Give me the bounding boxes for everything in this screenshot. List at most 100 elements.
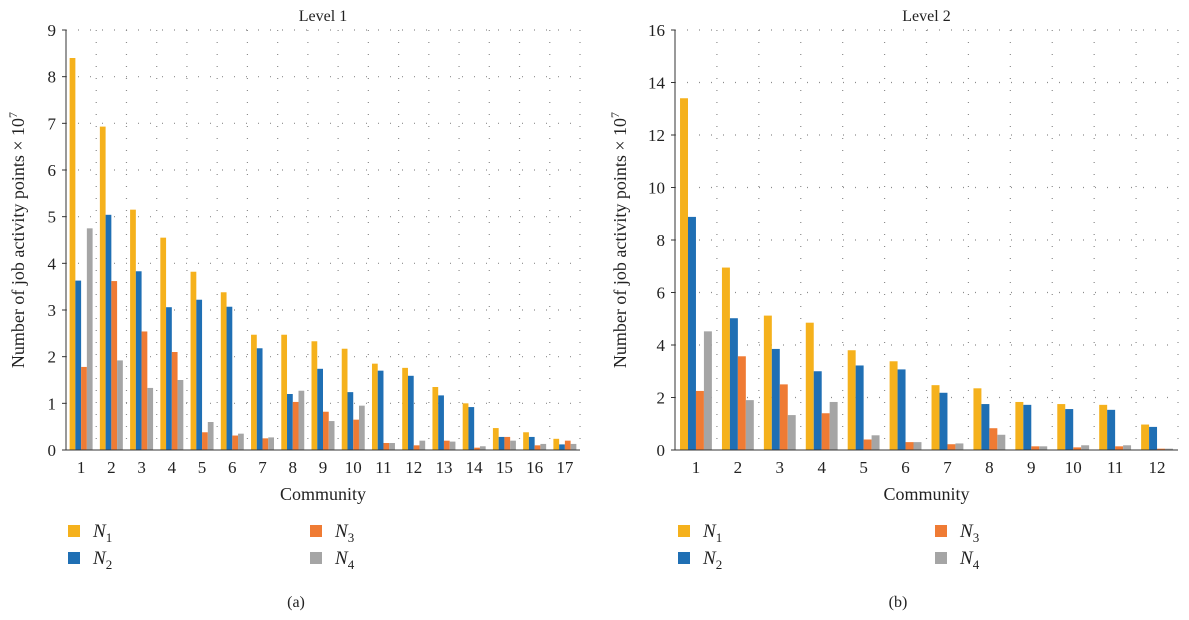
bar-n2-community-12 [407,375,414,450]
bar-n3-community-7 [262,438,269,450]
x-tick-label: 1 [77,458,86,477]
x-tick-label: 9 [1027,458,1036,477]
legend-label-n2: N2 [702,548,722,572]
bar-n3-community-12 [413,445,420,450]
bar-n3-community-2 [111,281,118,450]
bar-n2-community-4 [166,307,172,450]
bar-n4-community-3 [147,387,154,450]
bar-n2-community-3 [771,348,780,450]
x-tick-label: 6 [228,458,237,477]
x-tick-label: 13 [435,458,452,477]
y-tick-label: 6 [48,161,57,180]
bar-n2-community-15 [498,436,505,450]
bar-n3-community-2 [737,356,746,450]
x-tick-label: 8 [289,458,298,477]
legend-swatch-n2 [678,552,690,564]
y-tick-label: 7 [48,114,57,133]
bar-n4-community-16 [540,443,547,450]
bars [680,98,1173,450]
legend-label-n3: N3 [334,521,354,545]
bar-n4-community-14 [479,446,486,450]
bar-n1-community-13 [432,387,439,450]
bar-n1-community-9 [311,341,318,450]
bar-n4-community-9 [1039,446,1048,450]
y-axis-label-text: Number of job activity points × 10 [8,118,28,368]
x-tick-label: 1 [692,458,701,477]
bar-n3-community-16 [534,445,541,450]
bar-n3-community-1 [81,366,87,450]
legend-label-n1: N1 [702,521,722,545]
bar-n1-community-7 [931,385,940,450]
bar-n2-community-9 [1023,404,1032,450]
x-tick-label: 16 [526,458,543,477]
x-tick-label: 7 [943,458,952,477]
y-tick-label: 5 [48,208,57,227]
bar-n4-community-8 [997,434,1006,450]
bar-n1-community-5 [847,350,856,450]
bar-n4-community-6 [238,433,244,450]
bar-n4-community-11 [1123,445,1132,450]
y-tick-label: 3 [48,301,57,320]
y-tick-label: 6 [657,284,666,303]
bar-n2-community-7 [939,392,948,450]
legend-symbol: N [92,521,107,542]
bar-n2-community-6 [897,369,906,450]
bar-n4-community-12 [419,440,426,450]
legend-label-n4: N4 [334,548,355,572]
legend-subscript: 4 [973,557,980,572]
bar-n3-community-8 [989,428,998,450]
x-tick-label: 9 [319,458,328,477]
y-tick-label: 2 [657,389,666,408]
x-tick-label: 15 [496,458,513,477]
y-tick-label: 1 [48,394,57,413]
legend-label-n2: N2 [92,548,112,572]
bar-n4-community-17 [570,443,577,450]
bar-n1-community-6 [889,361,898,450]
y-tick-label: 0 [657,441,666,460]
bar-n3-community-10 [353,419,359,450]
x-tick-label: 7 [258,458,267,477]
bar-n4-community-12 [1165,448,1173,450]
legend-swatch-n1 [678,525,690,537]
bar-n3-community-15 [504,436,511,450]
bar-n1-community-3 [130,209,136,450]
x-tick-label: 14 [466,458,484,477]
bar-n2-community-2 [105,214,112,450]
legend-swatch-n2 [68,552,80,564]
bar-n3-community-13 [443,440,450,450]
legend-label-n4: N4 [959,548,980,572]
bars [69,58,577,450]
y-tick-label: 10 [648,179,665,198]
x-tick-label: 12 [1149,458,1166,477]
y-tick-label: 8 [48,68,57,87]
x-tick-label: 2 [107,458,116,477]
legend-symbol: N [702,521,717,542]
bar-n1-community-15 [492,428,499,450]
bar-n3-community-7 [947,444,956,450]
bar-n2-community-9 [317,368,323,450]
x-tick-label: 5 [859,458,868,477]
bar-n4-community-10 [1081,445,1090,450]
legend-symbol: N [959,548,974,569]
bar-n4-community-2 [117,360,123,450]
bar-n2-community-14 [468,407,475,450]
bar-n4-community-2 [745,400,754,450]
bar-n4-community-7 [268,437,275,450]
bar-n1-community-10 [341,348,348,450]
bar-n2-community-10 [347,392,354,450]
bar-n3-community-9 [1031,446,1040,450]
y-axis-label-text: Number of job activity points × 10 [610,118,630,368]
y-axis-label-exponent: 7 [608,112,622,118]
bar-n4-community-8 [298,390,305,450]
bar-n1-community-1 [680,98,688,450]
bar-n2-community-8 [981,404,990,450]
x-tick-label: 10 [1065,458,1082,477]
bar-n4-community-5 [871,435,880,450]
bar-n2-community-1 [687,216,696,450]
bar-n3-community-6 [232,435,239,450]
gridlines [675,29,1179,450]
bar-n2-community-4 [813,371,822,450]
bar-n4-community-15 [510,440,516,450]
